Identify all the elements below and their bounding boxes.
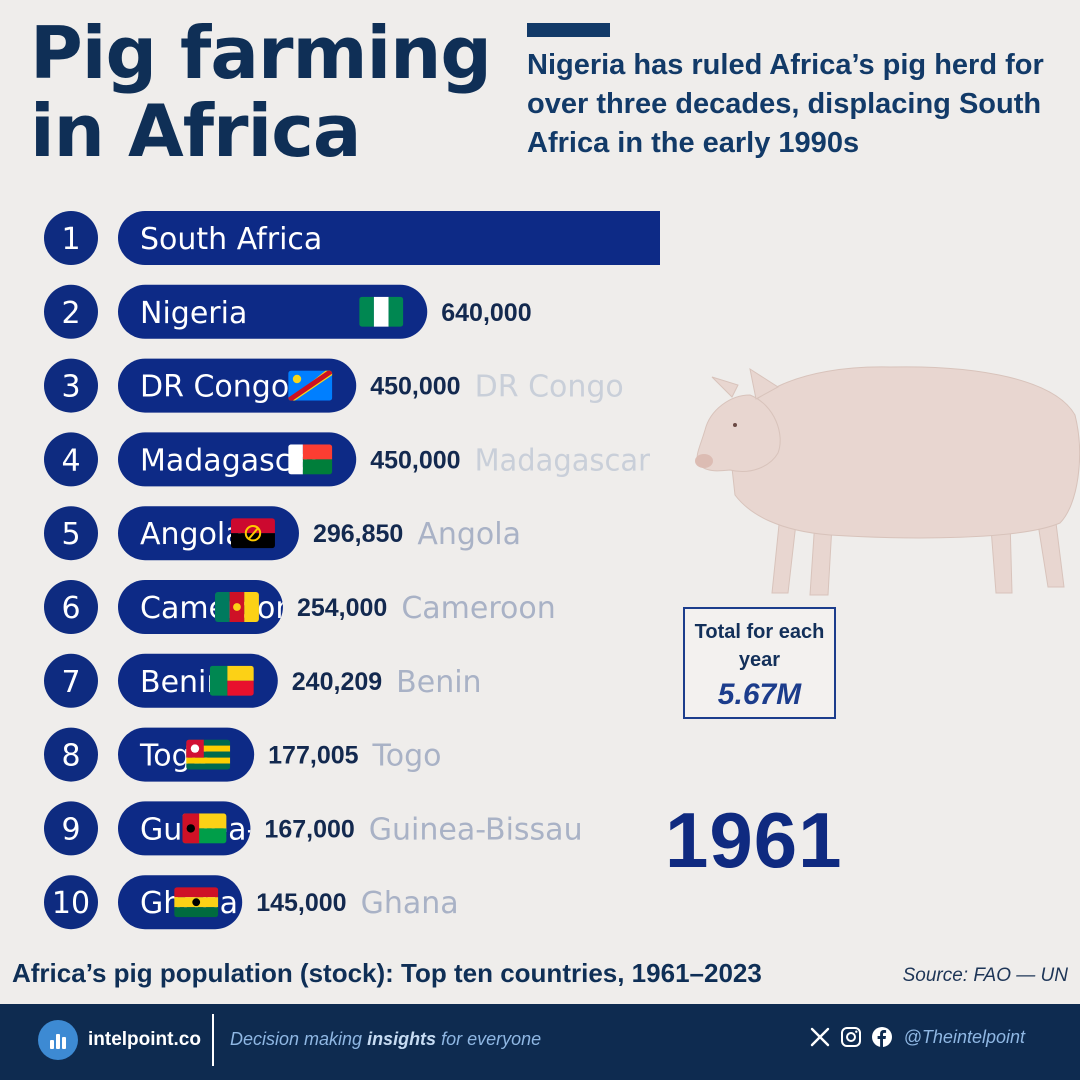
title-line-2: in Africa [30, 89, 362, 173]
rank-number: 3 [61, 370, 80, 405]
tagline-end: for everyone [436, 1029, 542, 1049]
footer: intelpoint.co Decision making insights f… [0, 1004, 1080, 1080]
rank-circle [44, 432, 98, 487]
rank-circle [44, 653, 98, 708]
page-title: Pig farming in Africa [30, 11, 492, 173]
country-label: Togo [372, 739, 442, 774]
x-icon[interactable] [809, 1026, 831, 1048]
value-label: 450,000 [370, 446, 460, 474]
rank-circle [44, 727, 98, 782]
rank-number: 6 [61, 591, 80, 626]
brand-link[interactable]: intelpoint.co [88, 1029, 201, 1050]
value-label: 167,000 [264, 815, 354, 843]
tagline: Decision making insights for everyone [230, 1029, 541, 1050]
bar [118, 211, 660, 265]
rank-circle [44, 875, 98, 930]
value-label: 254,000 [297, 594, 387, 622]
rank-number: 7 [61, 665, 80, 700]
pig-illustration [695, 366, 1080, 596]
rank-circle [44, 580, 98, 634]
footer-divider [212, 1014, 214, 1066]
togo-flag-icon [186, 739, 231, 770]
rank-circle [44, 358, 98, 413]
country-label: Benin [396, 665, 481, 700]
accent-bar [527, 23, 610, 37]
total-value: 5.67M [717, 678, 802, 711]
bar-label: Cameroon [140, 591, 294, 626]
year-label: 1961 [665, 796, 843, 884]
rank-number: 1 [61, 222, 80, 257]
rank-number: 2 [61, 296, 80, 331]
rank-circle [44, 801, 98, 856]
rank-number: 8 [61, 739, 80, 774]
social-handle[interactable]: @Theintelpoint [903, 1026, 1025, 1047]
intelpoint-logo-icon [38, 1020, 78, 1060]
nigeria-flag-icon [359, 296, 404, 327]
bar-label: South Africa [140, 222, 322, 257]
country-label: Cameroon [401, 591, 555, 626]
facebook-icon[interactable] [871, 1026, 893, 1048]
rank-number: 4 [61, 443, 80, 478]
rank-number: 5 [61, 517, 80, 552]
total-box: Total for each year 5.67M [683, 607, 836, 719]
value-label: 145,000 [256, 889, 346, 917]
bar-label: Nigeria [140, 296, 247, 331]
madagascar-flag-icon [288, 444, 333, 475]
instagram-icon[interactable] [840, 1026, 862, 1048]
country-label: DR Congo [475, 370, 624, 405]
rank-circle [44, 211, 98, 265]
country-label: Guinea-Bissau [369, 812, 583, 847]
bar-label: DR Congo [140, 370, 289, 405]
bar-label: Angola [140, 517, 244, 552]
country-label: Ghana [361, 886, 459, 921]
social-links: @Theintelpoint [809, 1026, 1025, 1048]
subtitle: Nigeria has ruled Africa’s pig herd for … [527, 49, 1044, 159]
country-label: Angola [417, 517, 521, 552]
angola-flag-icon [230, 518, 275, 549]
value-label: 450,000 [370, 373, 460, 401]
source-label: Source: FAO — UN [902, 965, 1068, 986]
title-line-1: Pig farming [30, 11, 492, 95]
rank-number: 10 [52, 886, 90, 921]
value-label: 640,000 [441, 299, 531, 327]
value-label: 240,209 [292, 668, 382, 696]
country-label: Madagascar [475, 443, 651, 478]
rank-circle [44, 506, 98, 561]
ghana-flag-icon [174, 887, 219, 918]
bar [118, 284, 428, 339]
benin-flag-icon [209, 665, 254, 696]
value-label: 177,005 [268, 742, 358, 770]
guinea-bissau-flag-icon [182, 813, 227, 844]
rank-circle [44, 284, 98, 339]
rank-number: 9 [61, 812, 80, 847]
tagline-bold: insights [367, 1029, 437, 1049]
total-label: Total for each year [694, 621, 825, 671]
value-label: 296,850 [313, 520, 403, 548]
chart-caption: Africa’s pig population (stock): Top ten… [12, 958, 762, 988]
cameroon-flag-icon [214, 592, 259, 622]
dr-congo-flag-icon [288, 370, 333, 401]
tagline-start: Decision making [230, 1029, 368, 1049]
